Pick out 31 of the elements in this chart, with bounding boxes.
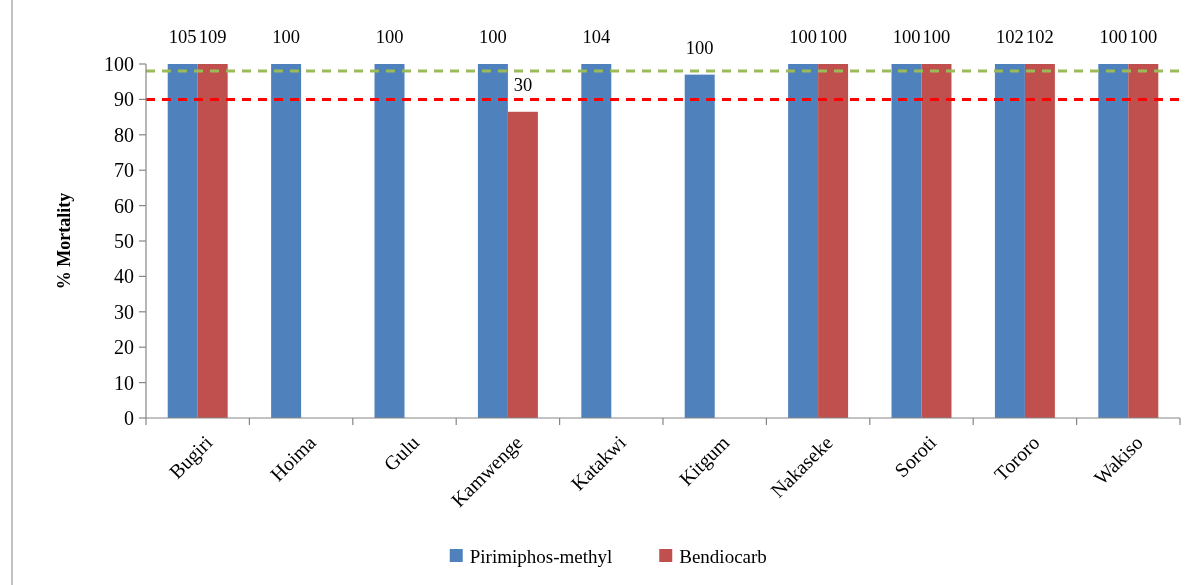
annotation: 100 bbox=[685, 37, 714, 58]
annotation: 100 bbox=[272, 27, 300, 47]
y-tick-label: 60 bbox=[114, 194, 134, 217]
annotation: 100 bbox=[892, 27, 921, 47]
y-tick-label: 70 bbox=[114, 159, 134, 182]
legend-label: Bendiocarb bbox=[679, 545, 767, 567]
y-tick-label: 0 bbox=[124, 407, 134, 429]
annotation: 100 bbox=[922, 27, 951, 47]
y-tick-label: 50 bbox=[114, 230, 134, 252]
y-tick-label: 80 bbox=[114, 123, 134, 146]
y-tick-label: 10 bbox=[114, 371, 134, 394]
annotation: 100 bbox=[819, 27, 847, 47]
annotation: 100 bbox=[1099, 27, 1128, 47]
annotation: 100 bbox=[789, 27, 817, 47]
annotation: 109 bbox=[198, 27, 227, 47]
y-tick-label: 90 bbox=[114, 88, 134, 111]
x-tick-label: Gulu bbox=[379, 431, 424, 476]
annotation: 105 bbox=[168, 27, 197, 47]
annotation: 30 bbox=[513, 74, 533, 95]
annotation: 100 bbox=[375, 27, 404, 47]
y-tick-label: 20 bbox=[114, 336, 134, 359]
annotation: 102 bbox=[1026, 27, 1054, 47]
legend-label: Pirimiphos-methyl bbox=[469, 545, 613, 567]
y-tick-label: 100 bbox=[104, 53, 134, 75]
annotation: 102 bbox=[996, 27, 1024, 47]
y-tick-label: 40 bbox=[114, 265, 134, 288]
y-axis-title: % Mortality bbox=[54, 192, 74, 290]
annotation: 100 bbox=[479, 27, 507, 47]
annotation: 100 bbox=[1129, 27, 1158, 47]
y-tick-label: 30 bbox=[114, 300, 134, 323]
annotation: 104 bbox=[582, 27, 611, 47]
